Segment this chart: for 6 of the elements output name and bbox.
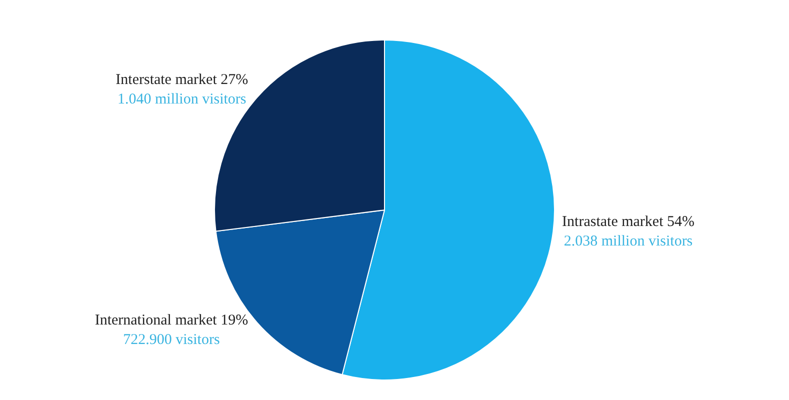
- text: 2.038 million visitors: [564, 233, 693, 250]
- text: 1.040 million visitors: [117, 92, 246, 108]
- text: 722.900 visitors: [123, 332, 220, 348]
- slice-label: Intrastate market 54%: [562, 214, 694, 230]
- slice-label: Interstate market 27%: [116, 72, 248, 88]
- slice-label: International market 19%: [94, 312, 248, 328]
